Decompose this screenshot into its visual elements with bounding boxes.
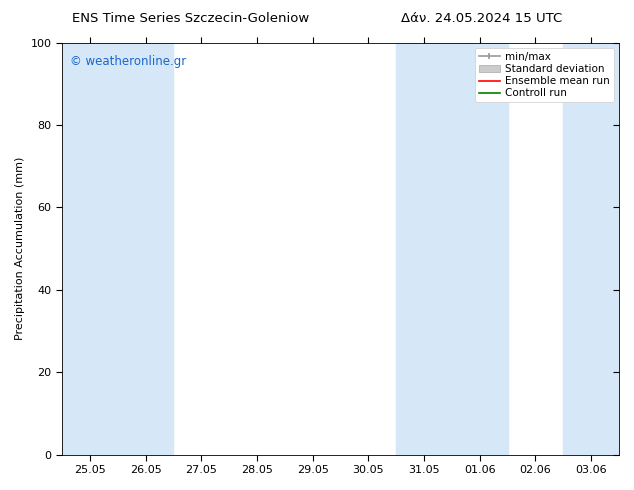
Bar bbox=[396, 43, 508, 455]
Y-axis label: Precipitation Accumulation (mm): Precipitation Accumulation (mm) bbox=[15, 157, 25, 340]
Bar bbox=[62, 43, 173, 455]
Text: Δάν. 24.05.2024 15 UTC: Δάν. 24.05.2024 15 UTC bbox=[401, 12, 562, 25]
Text: © weatheronline.gr: © weatheronline.gr bbox=[70, 55, 186, 68]
Text: ENS Time Series Szczecin-Goleniow: ENS Time Series Szczecin-Goleniow bbox=[72, 12, 309, 25]
Legend: min/max, Standard deviation, Ensemble mean run, Controll run: min/max, Standard deviation, Ensemble me… bbox=[475, 48, 614, 102]
Bar bbox=[563, 43, 619, 455]
